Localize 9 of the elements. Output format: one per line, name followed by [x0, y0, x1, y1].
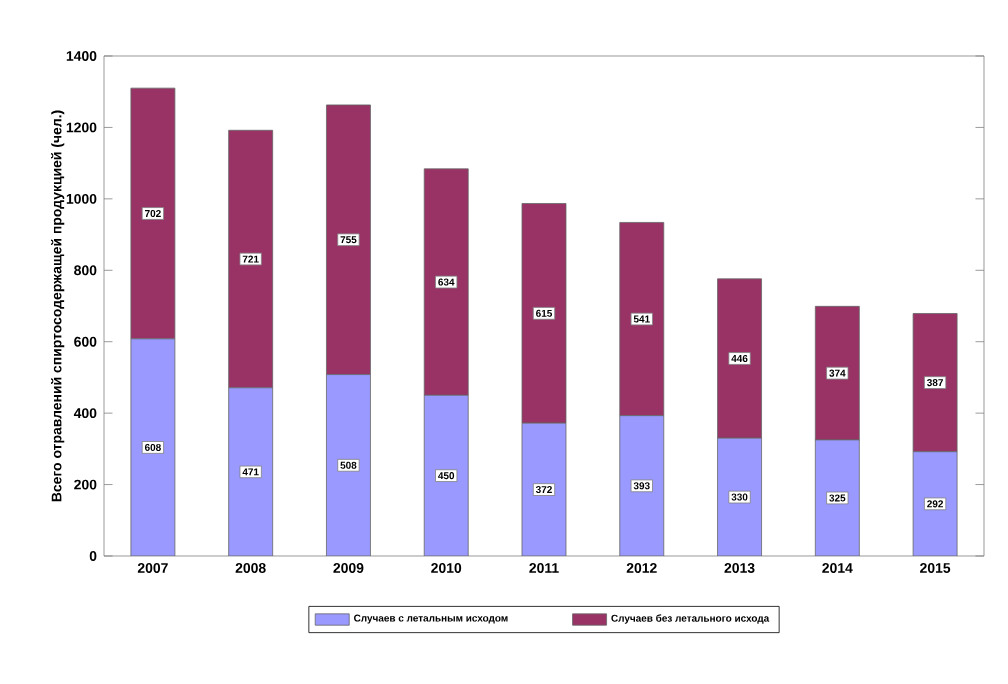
- bar: [423, 394, 469, 556]
- bar: [814, 439, 860, 556]
- bar: [912, 451, 958, 556]
- bar: [717, 437, 762, 556]
- bar: [521, 422, 567, 556]
- bar: [228, 387, 274, 556]
- bar: [619, 415, 665, 556]
- bar: [130, 338, 176, 556]
- bar: [326, 374, 371, 556]
